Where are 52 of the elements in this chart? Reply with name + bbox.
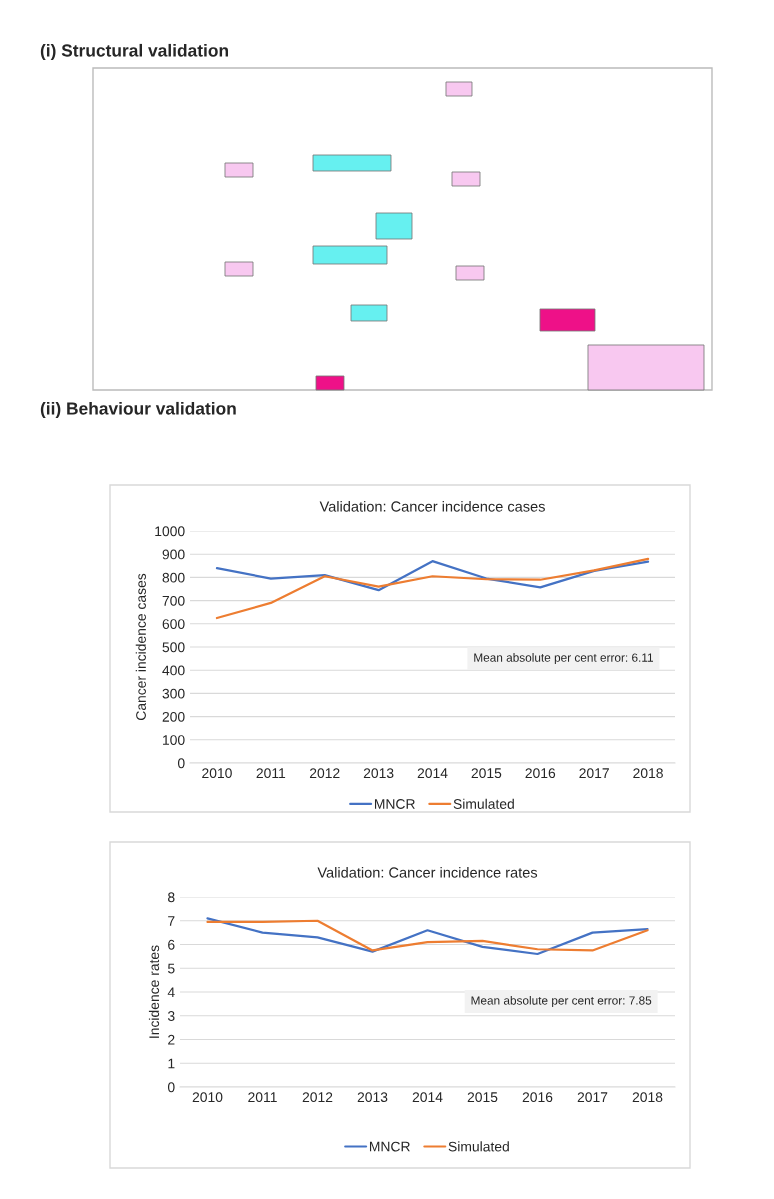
y-tick-label: 7 [168,916,175,926]
y-tick-label: 1000 [155,526,185,537]
x-tick-label: 2011 [248,1092,277,1103]
chart-title: Validation: Cancer incidence rates [317,866,538,878]
y-tick-label: 3 [167,1011,175,1021]
y-tick-label: 800 [162,572,185,583]
text: (ii) Behaviour validation [40,401,236,419]
x-tick-label: 2018 [632,1092,663,1103]
annotation: Mean absolute per cent error: 6.11 [474,653,654,665]
line-series [215,560,650,592]
y-tick-label: 300 [162,688,185,699]
y-tick-label: 400 [162,665,185,676]
y-tick-label: 6 [168,939,175,950]
legend-label: Simulated [448,1141,509,1152]
line-series [215,557,650,620]
y-tick-label: 900 [162,549,185,560]
x-tick-label: 2014 [417,768,448,779]
x-tick-label: 2014 [412,1092,443,1103]
x-tick-label: 2010 [192,1092,223,1103]
y-tick-label: 2 [168,1034,175,1045]
x-tick-label: 2016 [525,768,556,779]
y-tick-label: 5 [167,963,175,974]
y-tick-label: 700 [162,595,185,606]
x-tick-label: 2011 [256,768,286,779]
y-tick-label: 8 [168,892,175,903]
y-tick-label: 4 [167,987,175,998]
x-tick-label: 2010 [202,768,232,779]
y-tick-label: 0 [177,758,185,769]
x-tick-label: 2017 [579,768,609,779]
y-tick-label: 0 [167,1082,175,1093]
x-tick-label: 2012 [302,1092,333,1103]
y-tick-label: 600 [162,619,185,629]
x-tick-label: 2013 [357,1092,388,1103]
annotation: Mean absolute per cent error: 7.85 [471,996,652,1007]
legend-label: MNCR [369,1141,410,1152]
y-axis-title: Incidence rates [148,945,160,1038]
y-tick-label: 200 [162,711,185,722]
x-tick-label: 2018 [633,768,663,779]
y-tick-label: 1 [168,1058,175,1069]
y-tick-label: 500 [162,642,185,653]
y-tick-label: 100 [163,735,185,745]
chart-title: Validation: Cancer incidence cases [319,500,545,512]
x-tick-label: 2017 [577,1092,608,1103]
x-tick-label: 2012 [309,768,340,779]
legend-label: Simulated [453,798,514,809]
legend-label: MNCR [374,799,415,809]
x-tick-label: 2016 [522,1092,553,1103]
x-tick-label: 2015 [471,768,502,779]
text: (i) Structural validation [40,43,228,61]
x-tick-label: 2013 [363,768,394,779]
x-tick-label: 2015 [467,1092,498,1103]
y-axis-title: Cancer incidence cases [135,573,146,721]
